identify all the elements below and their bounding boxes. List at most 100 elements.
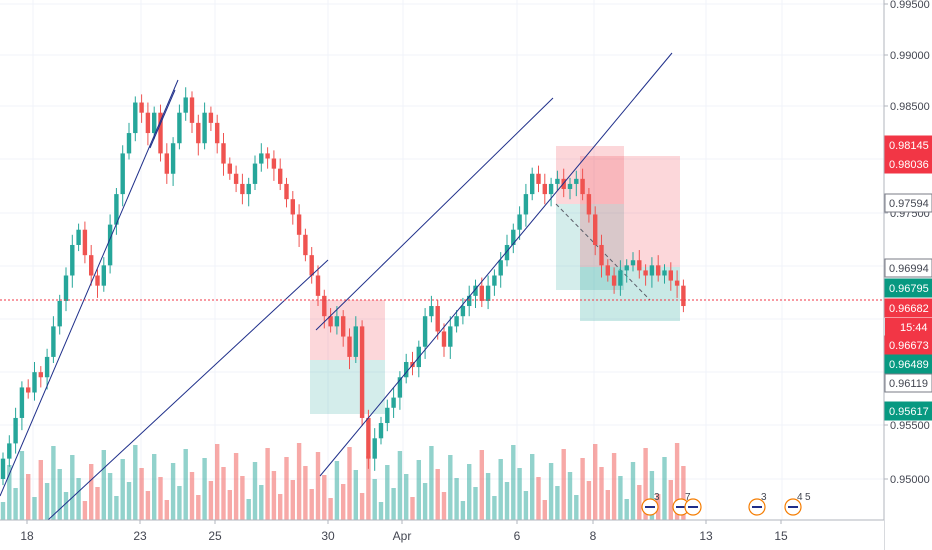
- time-tick-label: Apr: [393, 529, 412, 543]
- candle-body: [44, 356, 50, 378]
- candle-body: [618, 270, 623, 286]
- volume-bar: [536, 477, 541, 520]
- candle-body: [164, 153, 169, 174]
- volume-bar: [649, 471, 655, 520]
- candle-body: [580, 178, 585, 195]
- candle-body: [555, 178, 560, 184]
- candle-body: [32, 372, 37, 393]
- volume-bar: [347, 447, 352, 520]
- position-zones[interactable]: [310, 146, 680, 414]
- volume-bar: [334, 461, 340, 520]
- candle-body: [630, 260, 636, 266]
- volume-bar: [611, 453, 617, 520]
- candle-body: [183, 97, 188, 113]
- volume-bar: [366, 456, 371, 520]
- candle-body: [322, 295, 327, 317]
- volume-bar: [567, 472, 573, 520]
- volume-bar: [454, 478, 459, 520]
- price-axis[interactable]: 0.995000.990000.985000.975000.955000.950…: [883, 0, 932, 550]
- volume-bar: [170, 463, 176, 520]
- price-tag: [884, 135, 932, 155]
- volume-bar: [555, 486, 560, 520]
- volume-bar: [76, 478, 81, 520]
- volume-bar: [586, 481, 592, 520]
- candle-body: [82, 229, 88, 256]
- candle-body: [246, 183, 251, 195]
- price-tag-label: 0.95617: [889, 406, 929, 418]
- volume-bar: [322, 475, 327, 520]
- candle-body: [593, 214, 598, 245]
- volume-bar: [221, 467, 226, 520]
- volume-bar: [561, 449, 566, 520]
- volume-bar: [196, 495, 201, 520]
- trendline: [315, 97, 554, 331]
- candle-body: [467, 295, 472, 307]
- time-tick-label: 30: [321, 529, 335, 543]
- countdown-label: 15:44: [900, 322, 928, 334]
- candle-body: [473, 285, 478, 296]
- volume-bar: [492, 496, 497, 520]
- volume-bar: [32, 497, 37, 520]
- price-tick-label: 0.99000: [890, 50, 930, 62]
- volume-bar: [0, 502, 6, 520]
- candle-body: [303, 234, 308, 256]
- time-tick-label: 18: [20, 529, 34, 543]
- candle-body: [271, 158, 277, 169]
- event-count: 3: [654, 492, 660, 503]
- volume-bar: [107, 473, 113, 520]
- candle-body: [385, 407, 390, 424]
- candle-body: [145, 112, 151, 134]
- volume-bar: [341, 484, 346, 520]
- trendlines[interactable]: [0, 52, 673, 521]
- price-tag-label: 0.97594: [889, 198, 929, 210]
- candle-body: [341, 316, 346, 337]
- volume-bar: [252, 462, 258, 520]
- volume-bar: [504, 482, 510, 520]
- volume-bar: [580, 458, 585, 520]
- candle-body: [328, 316, 333, 327]
- price-tag-label: 0.98036: [889, 159, 929, 171]
- candle-body: [309, 255, 314, 276]
- price-tag: [884, 258, 932, 278]
- time-tick-label: 23: [133, 529, 147, 543]
- time-tick-label: 15: [774, 529, 788, 543]
- candle-body: [334, 316, 340, 327]
- volume-bar: [397, 451, 403, 520]
- candle-body: [38, 372, 43, 378]
- candle-body: [605, 265, 610, 276]
- price-tag-label: 0.96994: [889, 263, 929, 275]
- candle-body: [208, 112, 214, 123]
- volume-bar: [164, 500, 169, 520]
- price-tag: [884, 154, 932, 174]
- volume-bar: [674, 443, 680, 520]
- trendline: [47, 259, 329, 521]
- volume-bar: [139, 468, 144, 520]
- candle-body: [126, 133, 132, 154]
- candle-body: [107, 224, 113, 266]
- volume-bar: [227, 490, 232, 520]
- volume-bar: [26, 474, 31, 520]
- volume-bar: [378, 502, 384, 520]
- volume-bar: [183, 449, 188, 520]
- candle-body: [422, 316, 428, 347]
- volume-bar: [593, 444, 598, 520]
- time-axis-background: [0, 520, 884, 550]
- volume-bar: [265, 448, 270, 520]
- volume-bar: [271, 471, 277, 520]
- volume-bar: [63, 492, 69, 520]
- candle-body: [643, 270, 648, 276]
- volume-bar: [309, 489, 314, 520]
- candle-body: [530, 173, 535, 195]
- time-axis[interactable]: 18 23 25 30 Apr 6 8 13 15: [0, 519, 884, 550]
- volume-bar: [479, 450, 484, 520]
- volume-bar: [429, 446, 434, 520]
- volume-bar: [215, 444, 220, 520]
- candle-body: [504, 244, 510, 261]
- volume-bar: [82, 501, 88, 520]
- volume-bar: [530, 454, 535, 520]
- event-count: 3: [761, 492, 767, 503]
- countdown-tag: [885, 318, 932, 336]
